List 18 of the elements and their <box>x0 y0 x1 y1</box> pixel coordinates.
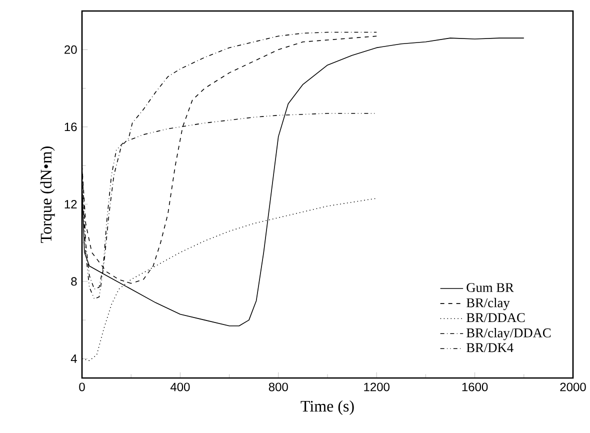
y-tick-label: 20 <box>64 45 77 54</box>
x-axis-title: Time (s) <box>300 400 354 415</box>
y-tick-label: 16 <box>64 122 77 132</box>
legend-label: BR/DDAC <box>466 313 525 322</box>
x-tick-label: 1200 <box>364 382 390 392</box>
y-tick-label: 8 <box>71 277 77 286</box>
y-tick-label: 4 <box>70 354 77 363</box>
y-axis-title: Torque (dN•m) <box>40 146 55 243</box>
y-tick-label: 12 <box>64 200 77 208</box>
legend-label: BR/DK4 <box>466 343 514 352</box>
x-tick-label: 400 <box>170 382 190 392</box>
x-tick-label: 0 <box>79 382 85 392</box>
x-tick-label: 800 <box>268 382 288 392</box>
x-tick-label: 1600 <box>462 382 488 392</box>
x-tick-label: 2000 <box>560 382 586 392</box>
legend-label: Gum BR <box>466 283 514 292</box>
legend-label: BR/clay <box>466 298 510 310</box>
legend-label: BR/clay/DDAC <box>466 328 551 340</box>
